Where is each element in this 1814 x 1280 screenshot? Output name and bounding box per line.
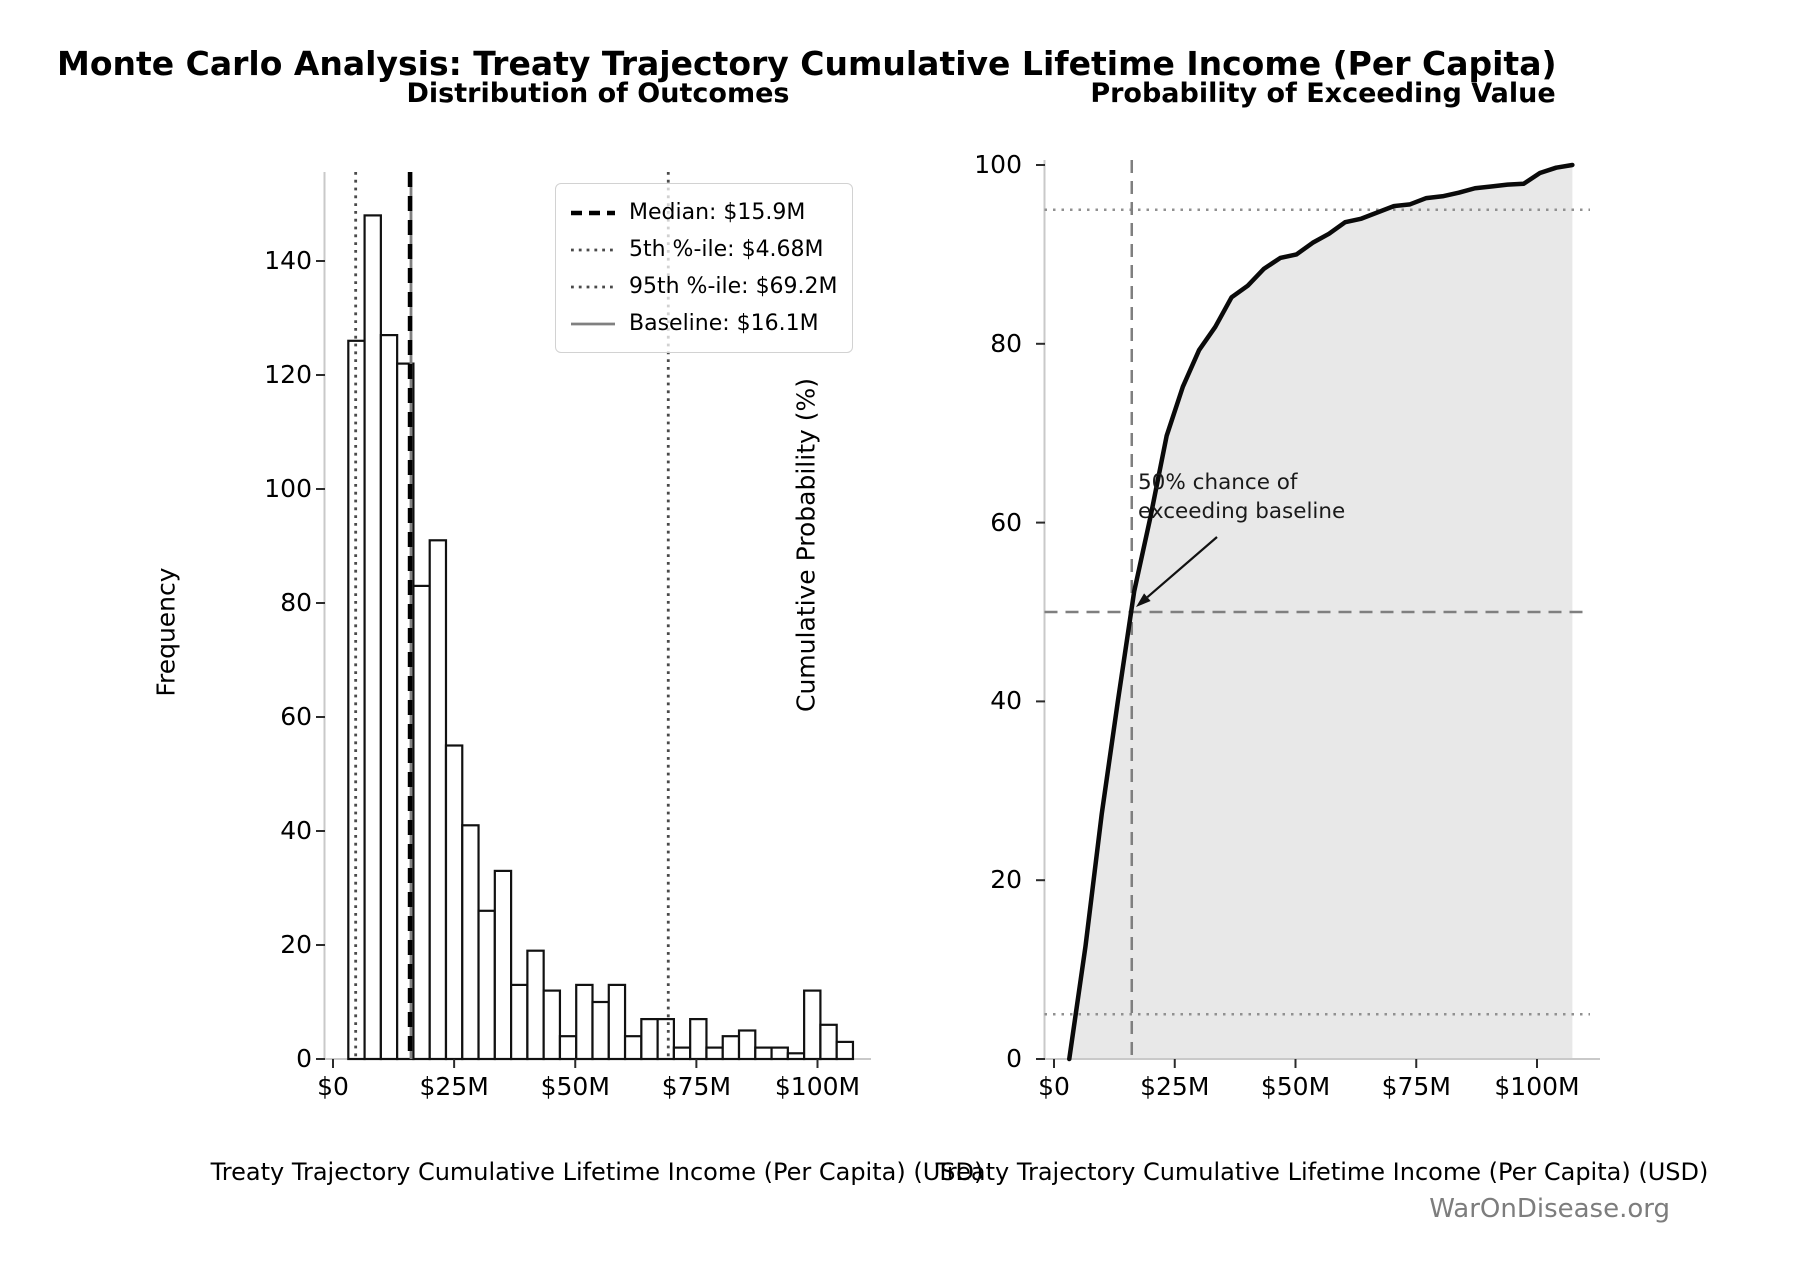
left-y-tick-label: 0 (296, 1044, 312, 1073)
histogram-bar (493, 869, 513, 1061)
annotation-arrowhead (1136, 593, 1151, 607)
histogram-bar (819, 1023, 838, 1061)
legend: Median: $15.9M 5th %-ile: $4.68M 95th %-il… (555, 183, 853, 353)
histogram-bar (689, 1017, 708, 1061)
right-x-tick-label: $50M (1260, 1072, 1331, 1101)
figure-title: Monte Carlo Analysis: Treaty Trajectory … (57, 44, 1557, 83)
left-x-tick-label: $25M (419, 1072, 489, 1101)
left-y-tick-label: 60 (280, 702, 312, 731)
histogram-bar (737, 1029, 757, 1061)
legend-swatch-dotted-gray (571, 248, 615, 251)
left-y-tick-label: 20 (280, 930, 312, 959)
right-y-tick-label: 100 (974, 150, 1022, 179)
histogram-bar (542, 989, 562, 1061)
legend-swatch-dashed-black (571, 210, 615, 215)
legend-item: 5th %-ile: $4.68M (570, 232, 838, 267)
right-y-tick-label: 0 (1006, 1044, 1022, 1073)
legend-label: 95th %-ile: $69.2M (629, 274, 838, 299)
histogram-bar (786, 1052, 806, 1061)
legend-label: Median: $15.9M (629, 200, 806, 225)
histogram-bar (412, 584, 431, 1061)
histogram-bar (461, 824, 480, 1061)
histogram-bar (770, 1046, 789, 1061)
left-x-tick-label: $75M (661, 1072, 732, 1101)
legend-item: 95th %-ile: $69.2M (570, 269, 838, 304)
histogram-bar (379, 334, 399, 1061)
left-y-axis-label: Frequency (151, 567, 181, 697)
left-y-tick-label: 100 (264, 474, 312, 503)
histogram-bar (428, 539, 448, 1061)
right-x-axis-label: Treaty Trajectory Cumulative Lifetime In… (935, 1158, 1709, 1186)
histogram-bar (721, 1035, 741, 1061)
histogram-bar (510, 983, 529, 1061)
histogram-bar (803, 989, 822, 1061)
legend-item: Median: $15.9M (570, 195, 838, 230)
right-y-tick-label: 80 (990, 328, 1022, 358)
right-x-tick-label: $25M (1140, 1072, 1210, 1101)
legend-item: Baseline: $16.1M (570, 306, 838, 341)
histogram-bar (526, 949, 545, 1061)
annotation-line-2: exceeding baseline (1138, 499, 1346, 524)
histogram-bar (835, 1040, 855, 1061)
histogram-bar (477, 909, 496, 1061)
right-y-axis-label: Cumulative Probability (%) (791, 378, 821, 712)
right-y-tick-label: 20 (990, 865, 1022, 895)
left-y-tick-label: 120 (264, 360, 312, 389)
right-y-tick-label: 60 (990, 507, 1022, 537)
right-chart (1036, 160, 1600, 1068)
histogram-bar (444, 744, 464, 1061)
histogram-bar (347, 339, 366, 1061)
legend-swatch-solid-gray (571, 322, 615, 325)
left-chart (316, 172, 871, 1068)
right-x-tick-label: $100M (1494, 1072, 1580, 1101)
legend-swatch-dotted-gray (571, 285, 615, 288)
left-y-tick-label: 140 (264, 246, 312, 275)
histogram-bar (558, 1035, 578, 1061)
left-x-tick-label: $50M (540, 1072, 610, 1101)
histogram-bar (754, 1046, 773, 1061)
legend-label: Baseline: $16.1M (629, 311, 819, 336)
right-y-tick-label: 40 (990, 686, 1022, 716)
histogram-bar (623, 1035, 643, 1061)
right-x-tick-label: $0 (1038, 1072, 1070, 1101)
left-x-tick-label: $100M (774, 1072, 861, 1101)
watermark: WarOnDisease.org (1429, 1194, 1670, 1224)
histogram-bar (656, 1017, 675, 1061)
cdf-curve (1067, 162, 1575, 1062)
histogram-bar (705, 1046, 724, 1061)
left-x-axis-label: Treaty Trajectory Cumulative Lifetime In… (210, 1158, 984, 1186)
left-y-tick-label: 80 (280, 588, 312, 617)
legend-label: 5th %-ile: $4.68M (629, 237, 824, 262)
histogram-bar (607, 983, 627, 1061)
histogram-bar (591, 1000, 610, 1061)
annotation-line-1: 50% chance of (1138, 470, 1298, 495)
histogram-bar (672, 1046, 692, 1061)
histogram-bar (363, 214, 382, 1061)
annotation-50pct: 50% chance of exceeding baseline (1138, 468, 1345, 526)
left-y-tick-label: 40 (280, 816, 312, 845)
histogram-bar (640, 1017, 659, 1061)
right-chart-title: Probability of Exceeding Value (1090, 78, 1556, 109)
right-x-tick-label: $75M (1381, 1072, 1451, 1101)
left-x-tick-label: $0 (317, 1072, 349, 1101)
annotation-arrow (1146, 536, 1218, 599)
histogram-bar (575, 983, 594, 1061)
left-chart-title: Distribution of Outcomes (406, 78, 790, 109)
